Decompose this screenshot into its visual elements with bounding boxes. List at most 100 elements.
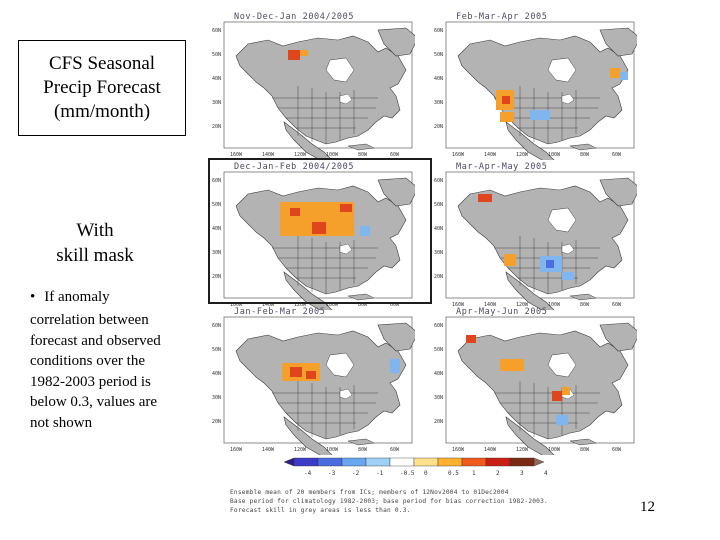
bullet-text: correlation between forecast and observe… (30, 310, 195, 433)
svg-text:60N: 60N (212, 323, 221, 329)
svg-text:20N: 20N (434, 124, 443, 130)
colorbar-tick-label: -4 (304, 470, 312, 477)
svg-text:160W: 160W (452, 447, 465, 453)
svg-text:20N: 20N (434, 274, 443, 280)
svg-text:60W: 60W (390, 447, 400, 453)
svg-text:80W: 80W (580, 447, 590, 453)
bullet-line: 1982-2003 period is (30, 373, 151, 390)
colorbar-swatch (389, 457, 415, 467)
svg-text:80W: 80W (358, 152, 368, 158)
bullet-line: conditions over the (30, 353, 145, 369)
colorbar-tick-label: 2 (496, 470, 500, 477)
skill-line-2: skill mask (56, 245, 134, 266)
svg-text:100W: 100W (326, 152, 339, 158)
colorbar-tick-label: -1 (376, 470, 384, 477)
panel-title: Mar-Apr-May 2005 (456, 162, 547, 172)
page-number: 12 (640, 499, 655, 515)
colorbar-swatch (293, 457, 319, 467)
title-box: CFS Seasonal Precip Forecast (mm/month) (18, 40, 186, 136)
panel-title: Dec-Jan-Feb 2004/2005 (234, 162, 354, 172)
svg-text:160W: 160W (452, 152, 465, 158)
panel-title: Nov-Dec-Jan 2004/2005 (234, 12, 354, 22)
colorbar-tick-label: 0 (424, 470, 428, 477)
svg-text:20N: 20N (212, 124, 221, 130)
svg-text:60W: 60W (390, 302, 400, 308)
svg-text:60W: 60W (390, 152, 400, 158)
svg-text:40N: 40N (212, 371, 221, 377)
svg-text:100W: 100W (548, 152, 561, 158)
svg-text:50N: 50N (434, 202, 443, 208)
colorbar-swatch (461, 457, 487, 467)
bullet-icon: • (30, 289, 36, 305)
bullet-first-line: If anomaly (44, 289, 110, 305)
svg-text:40N: 40N (212, 76, 221, 82)
svg-text:140W: 140W (262, 302, 275, 308)
svg-text:60N: 60N (212, 28, 221, 34)
svg-text:40N: 40N (212, 226, 221, 232)
svg-text:30N: 30N (212, 250, 221, 256)
bullet-line: not shown (30, 414, 93, 431)
svg-text:60W: 60W (612, 302, 622, 308)
colorbar-tick-label: -0.5 (400, 470, 415, 477)
svg-text:80W: 80W (580, 302, 590, 308)
footnote-line: Forecast skill in grey areas is less tha… (230, 507, 411, 514)
svg-text:20N: 20N (212, 419, 221, 425)
svg-text:30N: 30N (434, 395, 443, 401)
colorbar-tick-label: -3 (328, 470, 336, 477)
panel-title: Feb-Mar-Apr 2005 (456, 12, 547, 22)
svg-text:60N: 60N (434, 323, 443, 329)
title-line-3: (mm/month) (53, 101, 151, 122)
map-panel-fma: Feb-Mar-Apr 2005 60N 50N 40N 30N 20N 160… (432, 10, 637, 160)
map-panel-djf: Dec-Jan-Feb 2004/2005 60N 50N 40N 30N 20… (210, 160, 415, 310)
svg-text:30N: 30N (212, 395, 221, 401)
colorbar-swatch (485, 457, 511, 467)
footnote-line: Ensemble mean of 20 members from ICs; me… (230, 489, 509, 496)
svg-text:160W: 160W (230, 152, 243, 158)
svg-text:140W: 140W (484, 152, 497, 158)
panel-title: Jan-Feb-Mar 2005 (234, 307, 325, 317)
panel-title: Apr-May-Jun 2005 (456, 307, 547, 317)
svg-text:140W: 140W (262, 447, 275, 453)
svg-text:100W: 100W (326, 447, 339, 453)
svg-text:80W: 80W (580, 152, 590, 158)
svg-text:50N: 50N (212, 202, 221, 208)
svg-text:100W: 100W (548, 447, 561, 453)
map-panel-amj: Apr-May-Jun 2005 60N 50N 40N 30N 20N 160… (432, 305, 637, 455)
svg-text:160W: 160W (230, 302, 243, 308)
colorbar-swatch (341, 457, 367, 467)
colorbar-tick-label: 3 (520, 470, 524, 477)
colorbar-left-arrow (283, 457, 295, 467)
svg-text:20N: 20N (434, 419, 443, 425)
footnote-line: Base period for climatology 1982-2003; b… (230, 498, 548, 505)
svg-text:120W: 120W (294, 447, 307, 453)
svg-text:140W: 140W (484, 302, 497, 308)
svg-text:30N: 30N (434, 250, 443, 256)
svg-text:50N: 50N (212, 52, 221, 58)
svg-text:30N: 30N (212, 100, 221, 106)
colorbar-right-arrow (533, 457, 545, 467)
svg-text:120W: 120W (516, 447, 529, 453)
svg-text:100W: 100W (548, 302, 561, 308)
svg-text:50N: 50N (212, 347, 221, 353)
svg-text:40N: 40N (434, 371, 443, 377)
title-line-2: Precip Forecast (43, 77, 161, 98)
skill-line-1: With (76, 220, 114, 241)
bullet-line: below 0.3, values are (30, 394, 158, 410)
svg-text:60N: 60N (434, 28, 443, 34)
svg-text:160W: 160W (452, 302, 465, 308)
svg-text:100W: 100W (326, 302, 339, 308)
svg-text:140W: 140W (262, 152, 275, 158)
skill-mask-heading: With skill mask (30, 218, 160, 268)
svg-text:120W: 120W (516, 302, 529, 308)
svg-text:140W: 140W (484, 447, 497, 453)
svg-text:60W: 60W (612, 152, 622, 158)
colorbar-swatch (413, 457, 439, 467)
svg-text:120W: 120W (294, 152, 307, 158)
colorbar-tick-label: 0.5 (448, 470, 459, 477)
svg-text:120W: 120W (294, 302, 307, 308)
colorbar-swatch (509, 457, 535, 467)
svg-text:80W: 80W (358, 447, 368, 453)
map-panel-mam: Mar-Apr-May 2005 60N 50N 40N 30N 20N 160… (432, 160, 637, 310)
svg-text:160W: 160W (230, 447, 243, 453)
svg-text:50N: 50N (434, 52, 443, 58)
